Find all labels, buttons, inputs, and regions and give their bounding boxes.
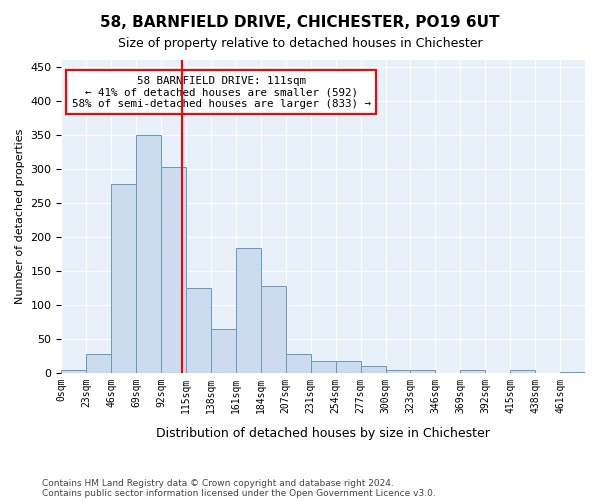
Bar — [61, 370, 86, 373]
Bar — [335, 361, 361, 373]
Bar — [161, 167, 186, 373]
Bar — [261, 286, 286, 373]
Text: Contains public sector information licensed under the Open Government Licence v3: Contains public sector information licen… — [42, 488, 436, 498]
Bar — [211, 330, 236, 373]
Bar — [236, 248, 261, 373]
Bar — [410, 370, 436, 373]
X-axis label: Distribution of detached houses by size in Chichester: Distribution of detached houses by size … — [156, 427, 490, 440]
Bar — [136, 135, 161, 373]
Bar — [311, 361, 335, 373]
Text: Contains HM Land Registry data © Crown copyright and database right 2024.: Contains HM Land Registry data © Crown c… — [42, 478, 394, 488]
Bar — [86, 354, 111, 373]
Text: Size of property relative to detached houses in Chichester: Size of property relative to detached ho… — [118, 38, 482, 51]
Bar — [510, 370, 535, 373]
Y-axis label: Number of detached properties: Number of detached properties — [15, 129, 25, 304]
Bar — [460, 370, 485, 373]
Bar — [286, 354, 311, 373]
Bar — [111, 184, 136, 373]
Bar — [386, 370, 410, 373]
Text: 58 BARNFIELD DRIVE: 111sqm
← 41% of detached houses are smaller (592)
58% of sem: 58 BARNFIELD DRIVE: 111sqm ← 41% of deta… — [71, 76, 371, 109]
Bar — [361, 366, 386, 373]
Bar — [186, 288, 211, 373]
Text: 58, BARNFIELD DRIVE, CHICHESTER, PO19 6UT: 58, BARNFIELD DRIVE, CHICHESTER, PO19 6U… — [100, 15, 500, 30]
Bar — [560, 372, 585, 373]
